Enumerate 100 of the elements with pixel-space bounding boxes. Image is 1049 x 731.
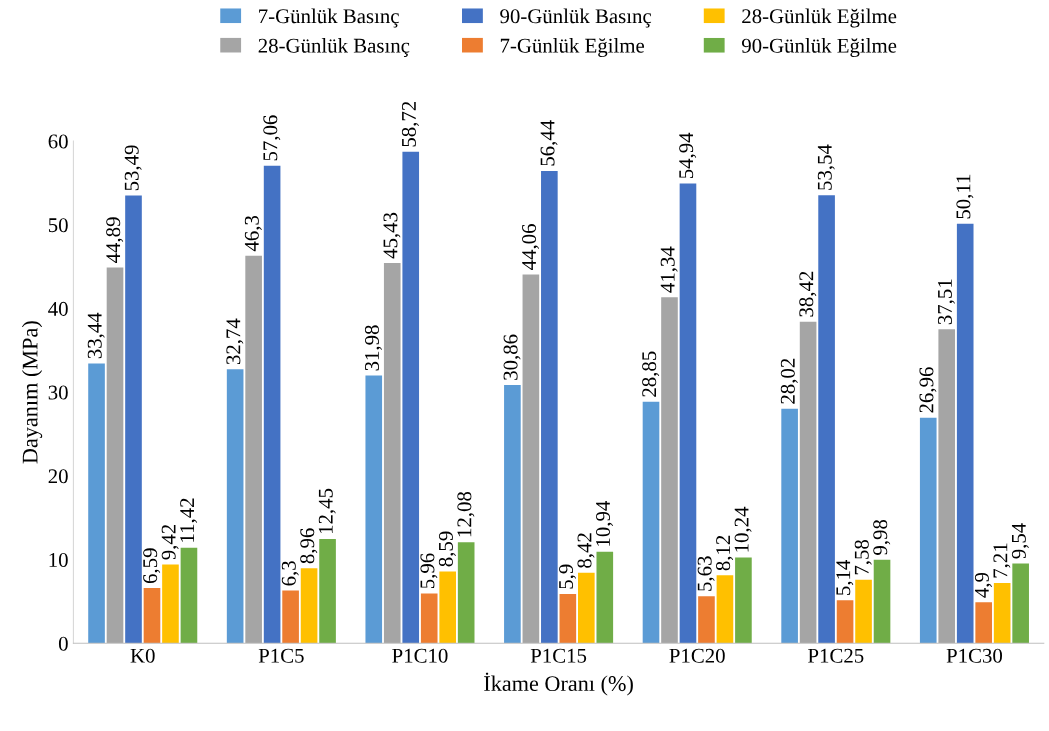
legend-label: 90-Günlük Basınç xyxy=(500,8,652,28)
data-label: 53,49 xyxy=(124,145,142,191)
legend-label: 28-Günlük Eğilme xyxy=(742,8,897,28)
data-label: 7,21 xyxy=(993,543,1011,578)
data-label: 4,9 xyxy=(974,572,992,598)
data-label: 56,44 xyxy=(540,120,558,166)
data-label: 44,89 xyxy=(106,217,124,263)
data-label: 26,96 xyxy=(919,367,937,413)
y-tick-label: 10 xyxy=(49,552,68,568)
legend-label: 7-Günlük Eğilme xyxy=(500,38,645,57)
bar xyxy=(88,363,105,644)
data-label: 8,96 xyxy=(300,528,318,564)
data-label: 46,3 xyxy=(244,215,262,252)
bar xyxy=(1012,563,1029,644)
bar xyxy=(125,195,142,644)
bar xyxy=(541,170,558,644)
bar xyxy=(855,579,872,644)
data-label: 12,08 xyxy=(457,491,475,537)
data-label: 44,06 xyxy=(522,224,540,270)
y-tick-label: 60 xyxy=(48,134,68,149)
y-tick-label: 0 xyxy=(58,636,68,651)
bar xyxy=(162,564,179,644)
x-tick-label: P1C10 xyxy=(392,648,448,663)
bar xyxy=(818,195,835,644)
data-label: 7,58 xyxy=(854,540,872,575)
bar xyxy=(457,542,475,644)
x-axis-title: İkame Oranı (%) xyxy=(484,672,633,696)
data-label: 54,94 xyxy=(679,132,697,179)
bar xyxy=(402,151,420,644)
bar xyxy=(319,539,336,644)
bar xyxy=(504,384,521,644)
data-label: 57,06 xyxy=(263,115,281,161)
bar xyxy=(420,593,438,644)
data-label: 53,54 xyxy=(817,144,835,190)
bar xyxy=(679,183,697,644)
data-label: 5,9 xyxy=(559,564,577,589)
bar xyxy=(919,417,937,644)
data-label: 32,74 xyxy=(226,318,244,365)
bar xyxy=(559,593,577,644)
data-label: 12,45 xyxy=(318,488,336,534)
bar xyxy=(282,590,299,644)
data-label: 37,51 xyxy=(937,279,955,325)
bar xyxy=(365,375,383,644)
data-label: 5,14 xyxy=(836,559,854,595)
legend-label: 28-Günlük Basınç xyxy=(258,38,410,57)
data-label: 5,96 xyxy=(420,553,438,589)
bar xyxy=(143,588,161,644)
data-label: 8,42 xyxy=(577,533,595,568)
data-label: 41,34 xyxy=(660,246,678,293)
x-tick-label: K0 xyxy=(130,648,155,663)
bar xyxy=(383,263,401,644)
data-label: 28,02 xyxy=(780,358,798,404)
bar xyxy=(263,165,281,644)
data-label: 10,94 xyxy=(595,501,614,546)
y-tick-label: 20 xyxy=(48,469,68,484)
bar xyxy=(836,600,854,644)
bar xyxy=(873,559,891,644)
bar xyxy=(578,572,595,644)
data-label: 6,3 xyxy=(281,561,299,586)
bar xyxy=(642,401,660,644)
data-label: 38,42 xyxy=(799,271,817,317)
legend-label: 7-Günlük Basınç xyxy=(259,8,399,28)
data-label: 9,54 xyxy=(1011,523,1029,559)
data-label: 58,72 xyxy=(401,101,419,147)
bar xyxy=(781,408,798,644)
bar xyxy=(226,369,244,644)
data-label: 6,59 xyxy=(143,548,161,584)
y-tick-label: 30 xyxy=(48,385,68,400)
y-tick-label: 50 xyxy=(48,218,68,233)
data-label: 45,43 xyxy=(383,212,401,259)
x-tick-label: P1C5 xyxy=(258,648,304,663)
x-tick-label: P1C30 xyxy=(946,648,1003,663)
x-tick-label: P1C20 xyxy=(669,648,725,663)
y-axis-title: Dayanım (MPa) xyxy=(21,321,43,464)
x-tick-label: P1C25 xyxy=(808,648,864,663)
bar xyxy=(596,551,614,644)
bar xyxy=(938,329,956,644)
bar xyxy=(661,297,678,644)
bar xyxy=(956,223,974,644)
bar xyxy=(106,267,124,644)
data-label: 11,42 xyxy=(180,498,198,542)
bar xyxy=(975,602,992,644)
bar xyxy=(716,575,734,644)
y-tick-label: 40 xyxy=(48,301,68,316)
data-label: 10,24 xyxy=(734,506,752,552)
data-label: 9,98 xyxy=(873,519,891,555)
data-label: 50,11 xyxy=(956,174,974,219)
data-label: 5,63 xyxy=(697,556,715,591)
data-label: 30,86 xyxy=(503,334,521,380)
bar xyxy=(180,547,198,644)
bar xyxy=(300,568,318,644)
bar xyxy=(993,582,1011,644)
bar xyxy=(698,596,715,644)
data-label: 33,44 xyxy=(87,312,105,359)
data-label: 31,98 xyxy=(364,325,382,371)
data-label: 8,59 xyxy=(438,531,456,567)
bar xyxy=(522,274,540,644)
data-label: 8,12 xyxy=(716,535,734,571)
data-label: 9,42 xyxy=(161,524,179,560)
bar xyxy=(245,255,262,644)
